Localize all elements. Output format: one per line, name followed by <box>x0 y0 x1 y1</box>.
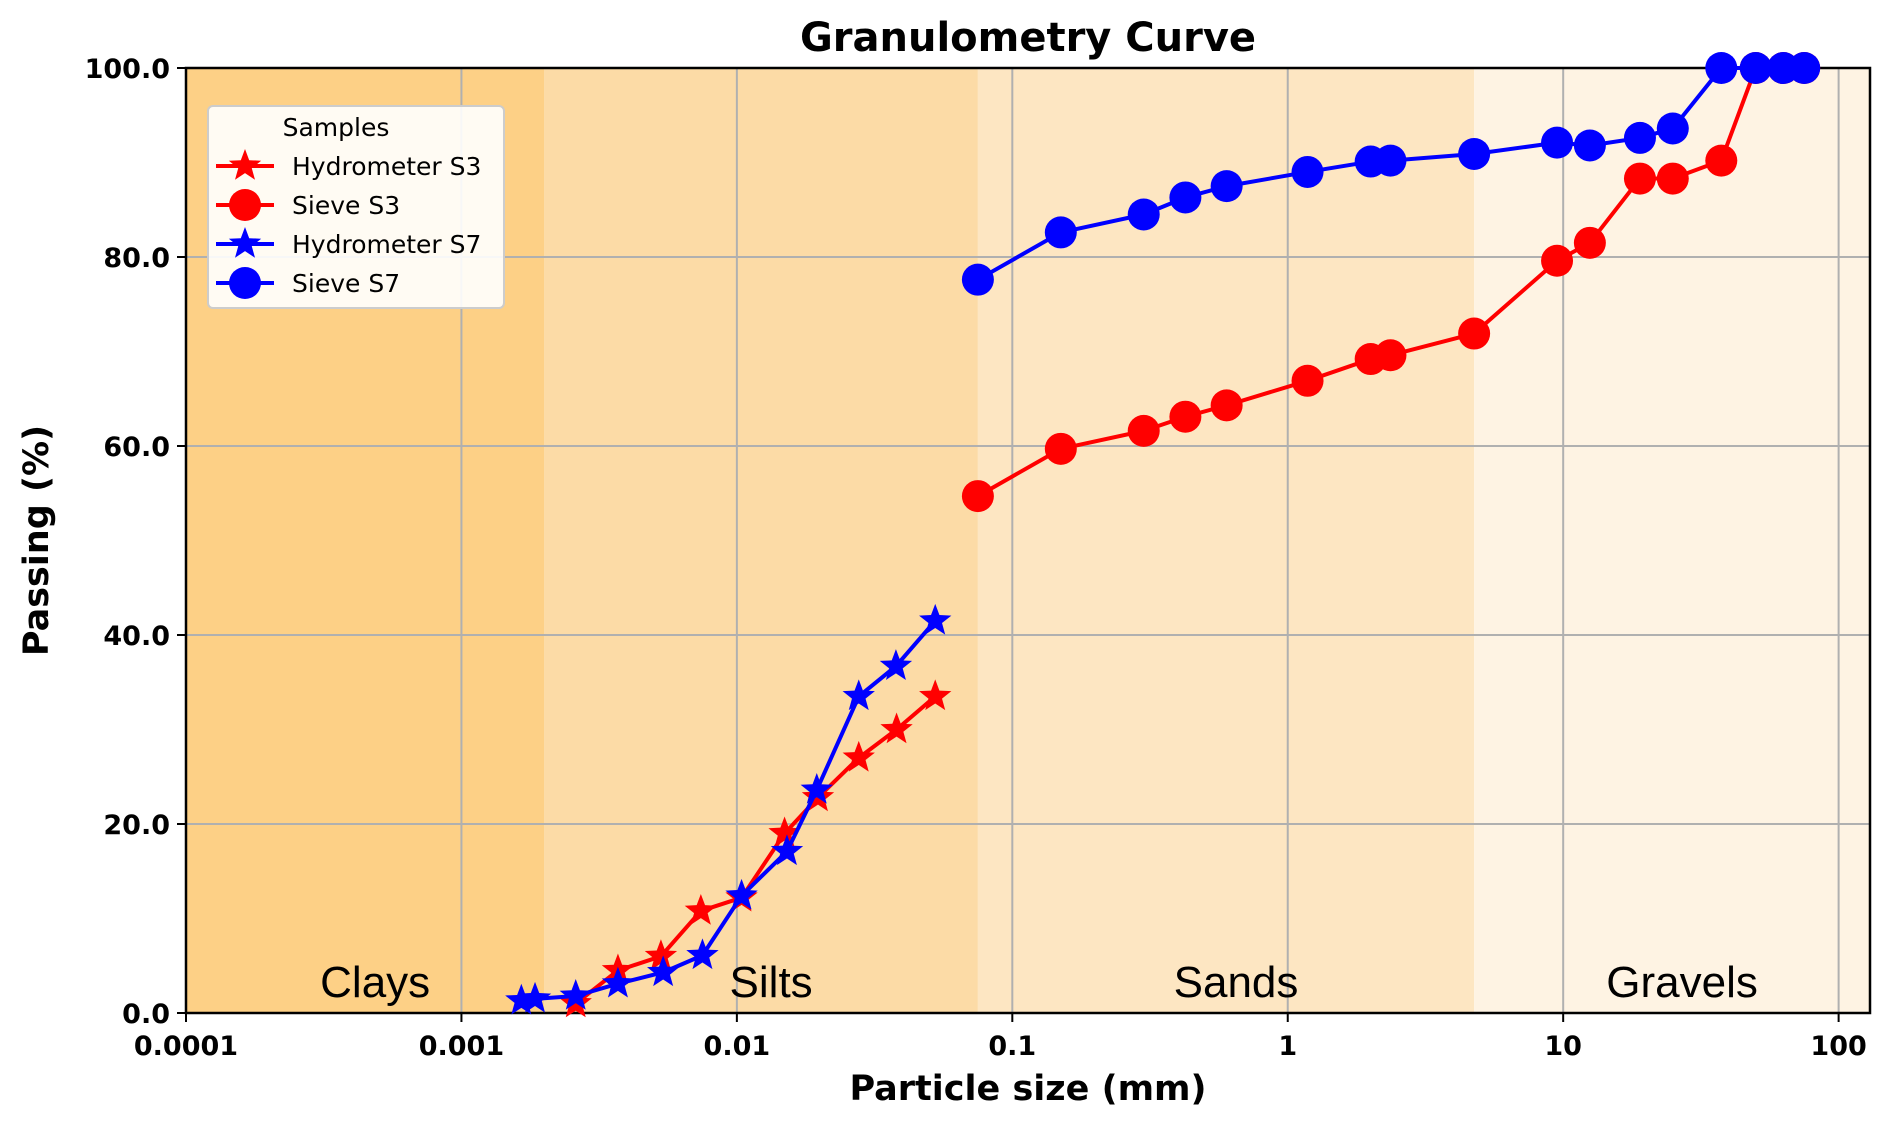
data-point <box>1541 126 1574 159</box>
legend-item: Sieve S7 <box>216 267 400 299</box>
data-point <box>1374 339 1407 372</box>
data-point <box>1044 432 1077 465</box>
zone-gravels <box>1474 68 1870 1013</box>
series-line <box>574 694 937 1006</box>
data-point <box>559 978 592 1010</box>
data-point <box>1458 317 1491 350</box>
y-tick-label: 40.0 <box>103 621 170 652</box>
zone-sands <box>977 68 1475 1013</box>
zone-label-silts: Silts <box>730 958 813 1007</box>
x-tick-label: 0.01 <box>704 1031 771 1062</box>
data-point <box>1705 52 1738 84</box>
legend-item: Hydrometer S7 <box>216 227 481 259</box>
data-point <box>686 938 719 970</box>
data-point <box>770 834 804 866</box>
y-tick-label: 0.0 <box>122 999 170 1030</box>
data-point <box>1127 198 1160 231</box>
legend-title: Samples <box>283 113 390 142</box>
x-axis-label: Particle size (mm) <box>849 1069 1206 1109</box>
legend-marker <box>228 227 262 258</box>
series-sieve-s7 <box>961 52 1821 296</box>
y-tick-label: 100.0 <box>85 54 170 85</box>
legend: Samples Hydrometer S3 Sieve S3 Hydrometer S… <box>207 105 505 309</box>
data-point <box>647 955 680 987</box>
data-point <box>601 966 635 998</box>
data-point <box>1623 162 1656 195</box>
legend-label: Hydrometer S3 <box>292 152 481 181</box>
data-point <box>1169 181 1202 214</box>
data-point <box>1739 52 1772 84</box>
data-point <box>919 679 952 711</box>
data-point <box>800 772 833 804</box>
x-tick-label: 0.0001 <box>134 1031 238 1062</box>
data-point <box>1705 144 1738 177</box>
data-point <box>1291 364 1324 397</box>
data-point <box>644 939 678 971</box>
y-tick-label: 80.0 <box>103 243 170 274</box>
legend-box <box>207 105 505 309</box>
legend-item: Hydrometer S3 <box>216 149 481 181</box>
data-point <box>919 603 952 635</box>
data-point <box>1573 226 1606 259</box>
data-point <box>768 816 801 848</box>
legend-marker <box>229 267 261 299</box>
data-series <box>505 52 1821 1018</box>
x-tick-label: 100 <box>1810 1031 1866 1062</box>
zone-silts <box>544 68 978 1013</box>
data-point <box>1374 144 1407 177</box>
data-point <box>684 893 718 925</box>
y-tick-label: 60.0 <box>103 432 170 463</box>
axis-ticks: 0.0001 0.001 0.01 0.1 1 10 100 0.0 20.0 40.0 60.0 8… <box>85 54 1867 1062</box>
data-point <box>842 740 875 772</box>
data-point <box>1127 414 1160 447</box>
y-axis-label: Passing (%) <box>17 425 57 656</box>
data-point <box>1623 121 1656 154</box>
zone-labels: Clays Silts Sands Gravels <box>320 958 1758 1007</box>
legend-marker <box>229 189 261 221</box>
data-point <box>1458 137 1491 170</box>
legend-label: Sieve S3 <box>292 191 400 220</box>
data-point <box>505 983 538 1015</box>
data-point <box>518 981 552 1013</box>
data-point <box>1044 216 1077 249</box>
x-tick-label: 1 <box>1278 1031 1297 1062</box>
data-point <box>1210 389 1243 422</box>
y-tick-label: 20.0 <box>103 810 170 841</box>
legend-item: Sieve S3 <box>216 189 400 221</box>
zone-label-sands: Sands <box>1174 958 1299 1007</box>
data-point <box>1656 112 1689 145</box>
x-tick-label: 0.1 <box>988 1031 1036 1062</box>
zone-label-clays: Clays <box>320 958 430 1007</box>
data-point <box>1656 162 1689 195</box>
legend-label: Sieve S7 <box>292 269 400 298</box>
legend-marker <box>228 149 262 180</box>
data-point <box>725 878 758 910</box>
data-point <box>842 679 875 711</box>
data-point <box>879 649 913 680</box>
data-point <box>1169 400 1202 433</box>
data-point <box>880 712 913 744</box>
chart-title: Granulometry Curve <box>800 15 1256 61</box>
x-tick-label: 0.001 <box>419 1031 504 1062</box>
data-point <box>961 263 994 296</box>
x-tick-label: 10 <box>1544 1031 1582 1062</box>
zone-label-gravels: Gravels <box>1606 958 1758 1007</box>
data-point <box>1291 155 1324 188</box>
data-point <box>1541 244 1574 277</box>
data-point <box>1573 129 1606 162</box>
data-point <box>1788 52 1821 84</box>
plot-frame <box>184 66 1872 1015</box>
legend-label: Hydrometer S7 <box>292 230 481 259</box>
data-point <box>961 480 994 513</box>
series-hydrometer-s7 <box>505 603 952 1015</box>
data-point <box>1210 170 1243 203</box>
